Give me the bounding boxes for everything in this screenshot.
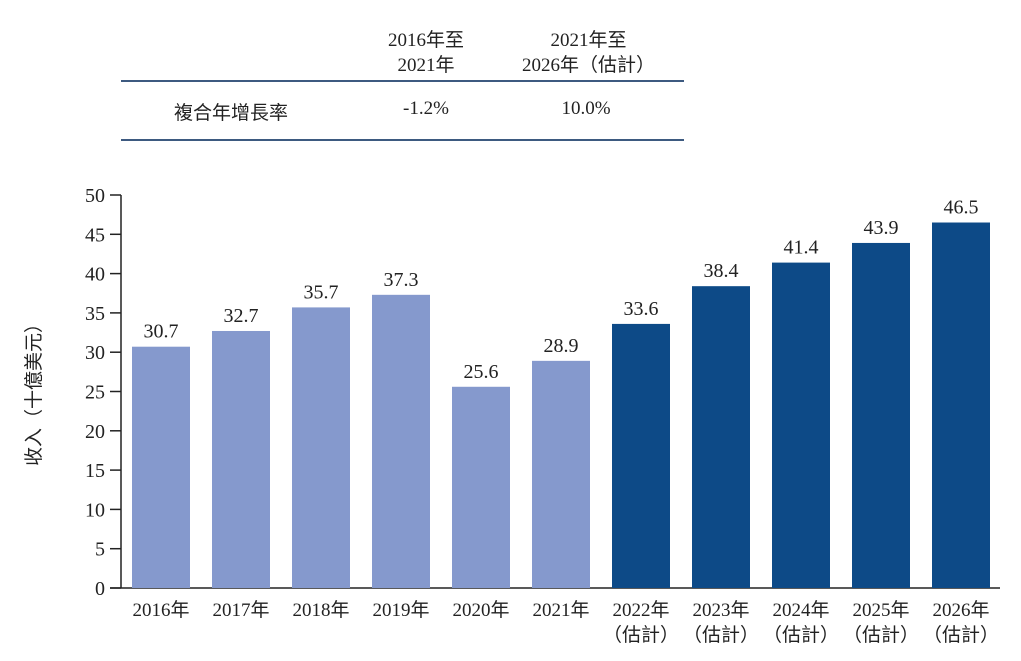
data-label: 46.5 — [944, 197, 979, 219]
bar — [212, 330, 270, 588]
y-tick-label: 45 — [85, 224, 105, 246]
x-tick-label: 2024年 — [772, 599, 829, 621]
y-tick-label: 35 — [85, 303, 105, 325]
data-label: 25.6 — [464, 361, 499, 383]
data-label: 41.4 — [784, 237, 819, 259]
x-tick-label: 2019年 — [372, 599, 429, 621]
y-tick-label: 0 — [95, 578, 105, 600]
data-label: 43.9 — [864, 217, 899, 239]
x-tick-label: 2023年 — [692, 599, 749, 621]
y-tick-label: 25 — [85, 382, 105, 404]
data-label: 33.6 — [624, 298, 659, 320]
cagr-table: 2016年至 2021年 2021年至 2026年（估計） 複合年增長率 -1.… — [121, 0, 684, 145]
bar — [612, 323, 670, 588]
x-tick-label: 2021年 — [532, 599, 589, 621]
y-tick-label: 15 — [85, 460, 105, 482]
header-line: 2016年至 — [387, 30, 464, 51]
y-tick-label: 10 — [85, 499, 105, 521]
bar — [772, 262, 830, 588]
x-tick-label: 2022年 — [612, 599, 669, 621]
x-tick-label: （估計） — [603, 624, 679, 646]
x-tick-label: 2017年 — [212, 599, 269, 621]
header-line: 2021年 — [397, 55, 455, 76]
bar — [452, 386, 510, 588]
x-tick-label: 2018年 — [292, 599, 349, 621]
bar — [132, 346, 190, 588]
data-label: 37.3 — [384, 269, 419, 291]
data-label: 28.9 — [544, 335, 579, 357]
bar — [692, 286, 750, 588]
y-axis-label: 收入（十億美元） — [23, 314, 45, 466]
table-top-rule — [121, 80, 684, 82]
cagr-row-label: 複合年增長率 — [173, 103, 288, 124]
x-tick-label: 2020年 — [452, 599, 509, 621]
y-tick-label: 20 — [85, 421, 105, 443]
data-label: 38.4 — [704, 260, 739, 282]
bar — [852, 242, 910, 589]
x-tick-label: 2016年 — [132, 599, 189, 621]
cagr-header-2016-2021: 2016年至 2021年 — [361, 28, 491, 78]
x-tick-label: （估計） — [843, 624, 919, 646]
data-label: 35.7 — [304, 281, 339, 303]
x-tick-label: 2025年 — [852, 599, 909, 621]
x-tick-label: 2026年 — [932, 599, 989, 621]
cagr-header-2021-2026: 2021年至 2026年（估計） — [496, 28, 681, 78]
x-tick-label: （估計） — [763, 624, 839, 646]
bar — [372, 294, 430, 588]
y-tick-label: 30 — [85, 342, 105, 364]
x-tick-label: （估計） — [923, 624, 999, 646]
cagr-value-2016-2021: -1.2% — [403, 98, 449, 119]
header-line: 2021年至 — [550, 30, 627, 51]
y-tick-label: 5 — [95, 539, 105, 561]
data-label: 32.7 — [224, 305, 259, 327]
cagr-value-2021-2026: 10.0% — [561, 98, 611, 119]
table-bottom-rule — [121, 139, 684, 141]
bar — [292, 307, 350, 588]
y-tick-label: 40 — [85, 264, 105, 286]
x-tick-label: （估計） — [683, 624, 759, 646]
bar — [532, 360, 590, 588]
bar — [932, 222, 990, 588]
header-line: 2026年（估計） — [521, 55, 655, 76]
data-label: 30.7 — [144, 321, 179, 343]
y-tick-label: 50 — [85, 185, 105, 207]
